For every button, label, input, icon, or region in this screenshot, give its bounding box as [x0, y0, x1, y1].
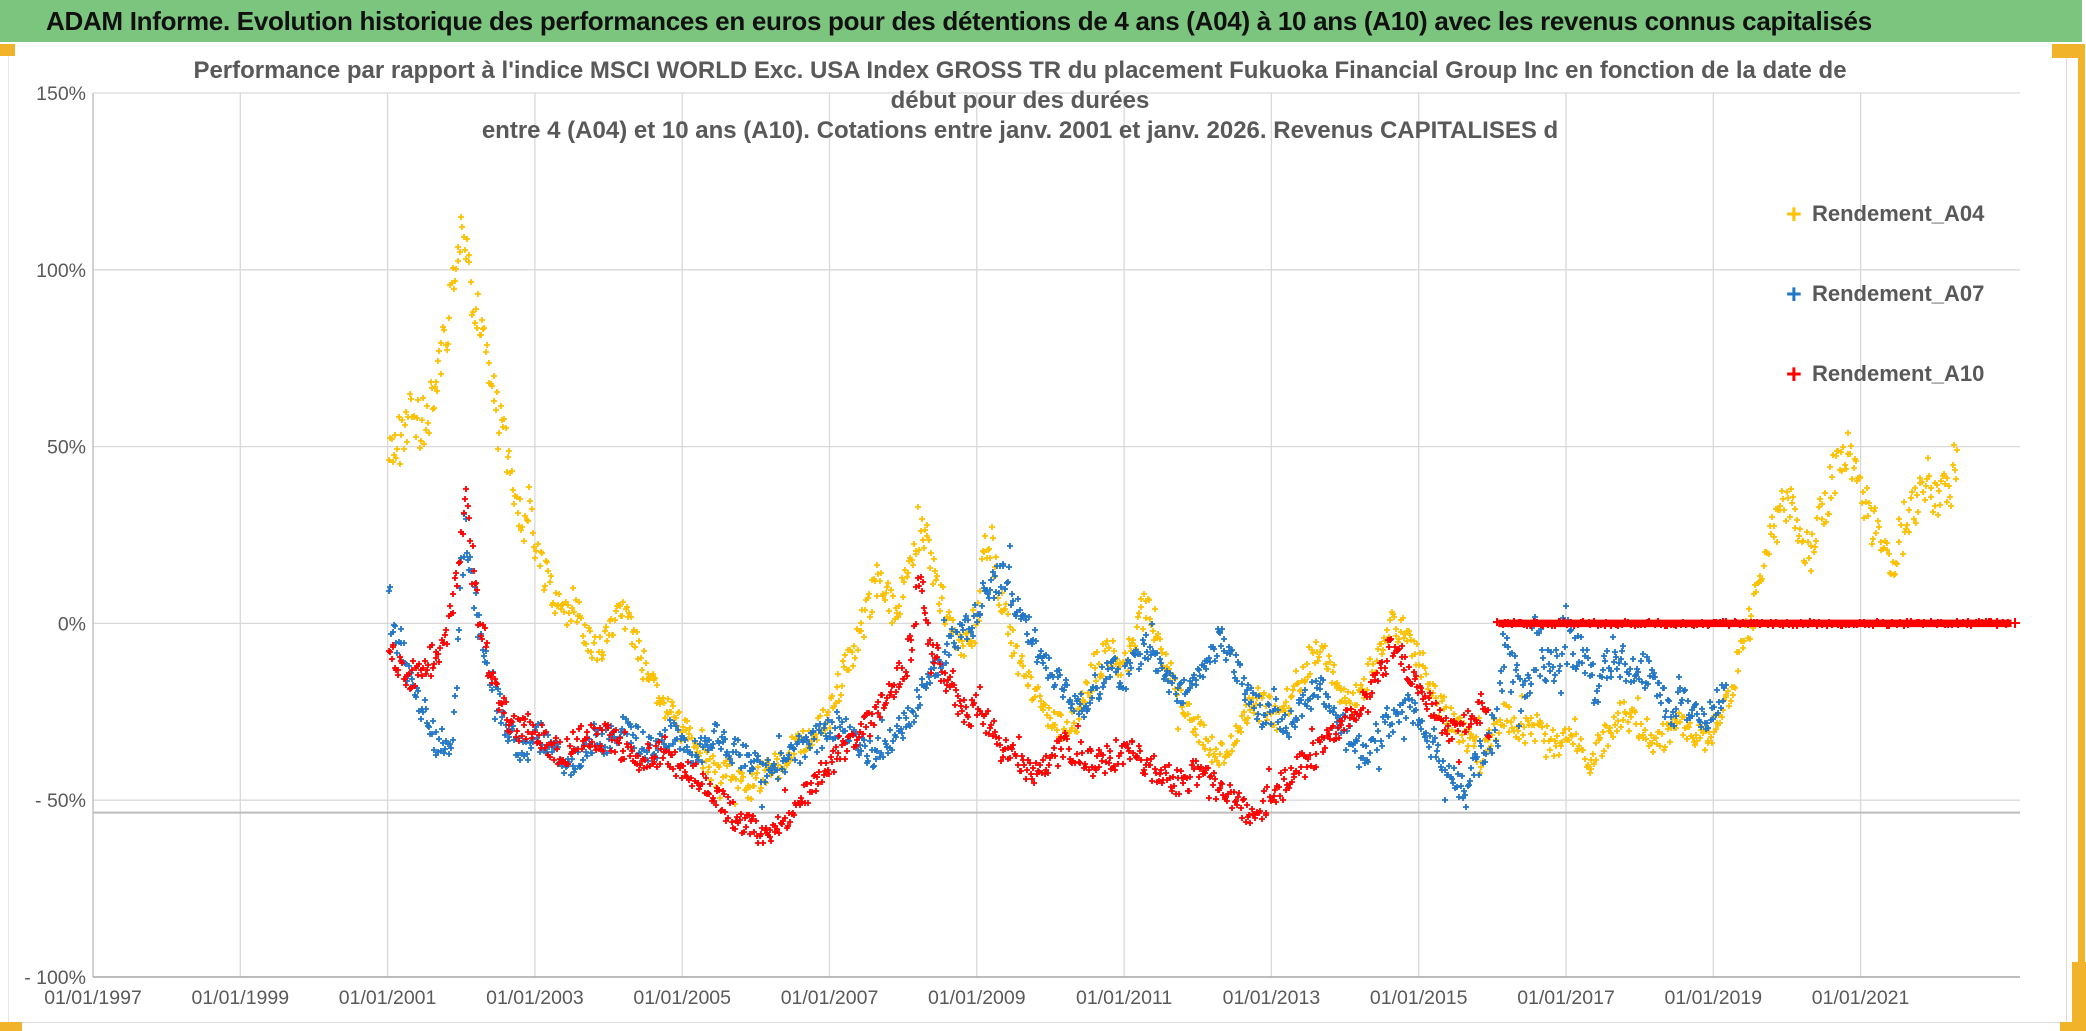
svg-text:01/01/2011: 01/01/2011: [1076, 987, 1172, 1009]
svg-text:01/01/2003: 01/01/2003: [486, 987, 584, 1009]
svg-text:01/01/2013: 01/01/2013: [1223, 987, 1321, 1009]
svg-text:100%: 100%: [36, 260, 86, 282]
svg-text:01/01/1997: 01/01/1997: [44, 987, 142, 1009]
chart-title: Performance par rapport à l'indice MSCI …: [120, 56, 1920, 146]
legend-label: Rendement_A04: [1812, 201, 1985, 226]
accent-strip-right: [2078, 44, 2085, 1031]
svg-text:150%: 150%: [36, 83, 86, 105]
series-Rendement_A07[interactable]: [386, 511, 1729, 810]
svg-text:01/01/2005: 01/01/2005: [633, 987, 731, 1009]
chart-title-line-3: entre 4 (A04) et 10 ans (A10). Cotations…: [481, 117, 1559, 144]
accent-corner-bottom-right: [2060, 1022, 2086, 1031]
accent-corner-top-right: [2052, 44, 2084, 58]
x-axis-labels: 01/01/1997 01/01/1999 01/01/2001 01/01/2003…: [44, 987, 1909, 1009]
chart-title-line-2: début pour des durées: [890, 87, 1150, 114]
chart-border-left: [8, 44, 9, 1022]
legend: + Rendement_A04 + Rendement_A07 + Rendem…: [1786, 198, 2066, 438]
header-title: ADAM Informe. Evolution historique des p…: [46, 5, 1872, 36]
accent-corner-top-left: [0, 44, 15, 56]
series-Rendement_A10-flat-line[interactable]: [1493, 618, 2020, 629]
legend-item-rendement-a04[interactable]: + Rendement_A04: [1786, 198, 2066, 230]
legend-label: Rendement_A07: [1812, 281, 1985, 306]
gridlines: [92, 92, 2020, 977]
header-bar: ADAM Informe. Evolution historique des p…: [0, 0, 2082, 42]
y-axis-labels: 150% 100% 50% 0% - 50% - 100%: [24, 83, 86, 989]
series-Rendement_A10[interactable]: [386, 486, 1492, 846]
svg-text:01/01/2017: 01/01/2017: [1517, 987, 1615, 1009]
svg-text:01/01/2015: 01/01/2015: [1370, 987, 1468, 1009]
chart-title-line-1: Performance par rapport à l'indice MSCI …: [193, 57, 1847, 84]
accent-corner-bottom-left: [0, 1022, 22, 1031]
svg-text:01/01/2019: 01/01/2019: [1664, 987, 1762, 1009]
plus-marker-icon: +: [1786, 199, 1802, 229]
legend-item-rendement-a10[interactable]: + Rendement_A10: [1786, 358, 2066, 390]
chart-border-right: [2066, 44, 2067, 1022]
legend-label: Rendement_A10: [1812, 361, 1985, 386]
svg-text:50%: 50%: [47, 437, 86, 459]
svg-text:- 100%: - 100%: [24, 967, 86, 989]
plus-marker-icon: +: [1786, 359, 1802, 389]
svg-text:0%: 0%: [58, 613, 86, 635]
svg-text:01/01/1999: 01/01/1999: [191, 987, 289, 1009]
series-Rendement_A04[interactable]: [386, 214, 1960, 807]
accent-strip-right-lower: [2072, 962, 2086, 1031]
svg-text:- 50%: - 50%: [35, 790, 86, 812]
chart-border-bottom: [0, 1022, 2086, 1023]
svg-text:01/01/2001: 01/01/2001: [339, 987, 437, 1009]
svg-text:01/01/2007: 01/01/2007: [781, 987, 879, 1009]
legend-item-rendement-a07[interactable]: + Rendement_A07: [1786, 278, 2066, 310]
svg-text:01/01/2009: 01/01/2009: [928, 987, 1026, 1009]
plus-marker-icon: +: [1786, 279, 1802, 309]
svg-text:01/01/2021: 01/01/2021: [1812, 987, 1910, 1009]
